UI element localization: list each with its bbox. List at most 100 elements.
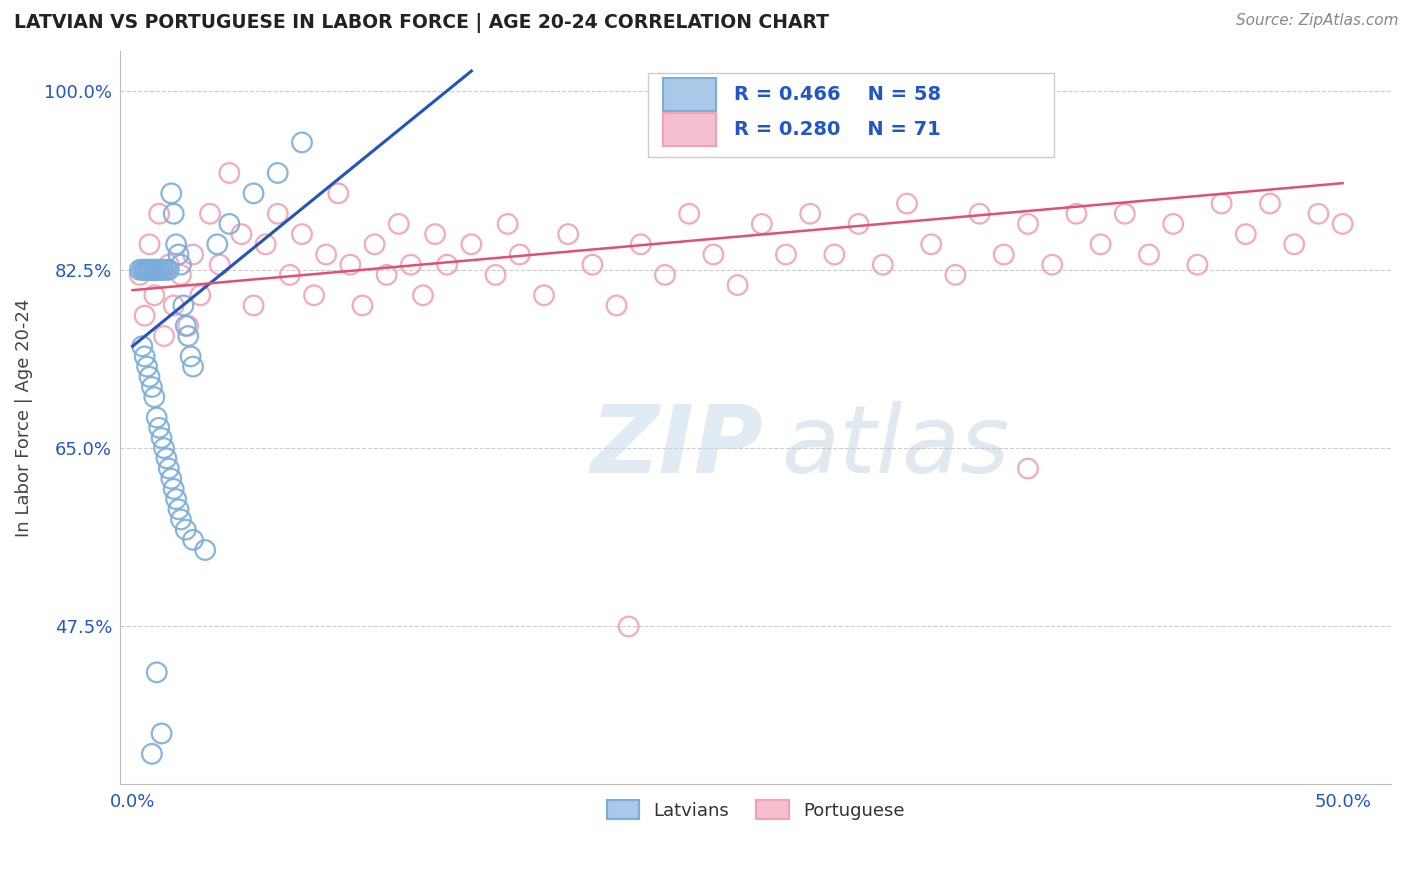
Text: R = 0.466    N = 58: R = 0.466 N = 58 [734, 85, 941, 103]
Point [654, 268, 676, 282]
Point [1114, 207, 1136, 221]
Point [145, 410, 167, 425]
Point [339, 258, 361, 272]
Point [134, 350, 156, 364]
Point [315, 247, 337, 261]
Point [138, 237, 160, 252]
Point [872, 258, 894, 272]
Legend: Latvians, Portuguese: Latvians, Portuguese [599, 792, 912, 827]
Point [170, 258, 193, 272]
Point [128, 262, 150, 277]
Point [141, 380, 163, 394]
Point [138, 369, 160, 384]
Point [145, 262, 167, 277]
Point [1331, 217, 1354, 231]
Text: R = 0.280    N = 71: R = 0.280 N = 71 [734, 120, 941, 139]
Point [163, 298, 186, 312]
Point [267, 166, 290, 180]
Point [751, 217, 773, 231]
Point [138, 262, 160, 277]
Point [177, 318, 200, 333]
Point [509, 247, 531, 261]
Point [174, 523, 197, 537]
Point [170, 512, 193, 526]
Point [143, 262, 166, 277]
Point [1161, 217, 1184, 231]
Point [278, 268, 301, 282]
Point [231, 227, 253, 241]
Point [180, 350, 202, 364]
FancyBboxPatch shape [664, 113, 716, 146]
Point [153, 329, 176, 343]
Point [163, 482, 186, 496]
Point [1137, 247, 1160, 261]
Point [141, 262, 163, 277]
Point [157, 258, 180, 272]
Point [153, 441, 176, 455]
FancyBboxPatch shape [664, 78, 716, 111]
Point [167, 247, 190, 261]
Point [557, 227, 579, 241]
Point [128, 268, 150, 282]
Point [969, 207, 991, 221]
Point [148, 262, 170, 277]
Point [302, 288, 325, 302]
Point [177, 329, 200, 343]
Point [412, 288, 434, 302]
Point [328, 186, 350, 201]
Point [143, 262, 166, 277]
Point [131, 262, 153, 277]
Point [702, 247, 724, 261]
Y-axis label: In Labor Force | Age 20-24: In Labor Force | Age 20-24 [15, 298, 32, 537]
Point [242, 186, 264, 201]
Point [823, 247, 845, 261]
Point [606, 298, 628, 312]
Point [436, 258, 458, 272]
Point [388, 217, 411, 231]
Point [484, 268, 506, 282]
Point [1017, 217, 1039, 231]
Point [141, 262, 163, 277]
Point [153, 262, 176, 277]
Point [218, 166, 240, 180]
Point [1066, 207, 1088, 221]
Point [134, 309, 156, 323]
Point [533, 288, 555, 302]
Point [181, 533, 204, 547]
Point [617, 619, 640, 633]
Point [150, 431, 173, 445]
Point [399, 258, 422, 272]
Point [134, 262, 156, 277]
FancyBboxPatch shape [648, 72, 1054, 157]
Point [150, 726, 173, 740]
Point [198, 207, 221, 221]
Point [630, 237, 652, 252]
Point [174, 318, 197, 333]
Point [291, 136, 314, 150]
Text: Source: ZipAtlas.com: Source: ZipAtlas.com [1236, 13, 1399, 29]
Point [165, 492, 187, 507]
Text: ZIP: ZIP [591, 401, 763, 493]
Point [218, 217, 240, 231]
Point [1234, 227, 1257, 241]
Point [993, 247, 1015, 261]
Point [848, 217, 870, 231]
Point [165, 237, 187, 252]
Point [157, 461, 180, 475]
Point [134, 262, 156, 277]
Point [136, 262, 159, 277]
Point [181, 247, 204, 261]
Point [167, 502, 190, 516]
Point [581, 258, 603, 272]
Point [460, 237, 482, 252]
Point [155, 262, 177, 277]
Point [207, 237, 229, 252]
Point [145, 262, 167, 277]
Point [148, 262, 170, 277]
Point [138, 262, 160, 277]
Point [775, 247, 797, 261]
Point [181, 359, 204, 374]
Point [145, 665, 167, 680]
Point [1282, 237, 1305, 252]
Point [148, 421, 170, 435]
